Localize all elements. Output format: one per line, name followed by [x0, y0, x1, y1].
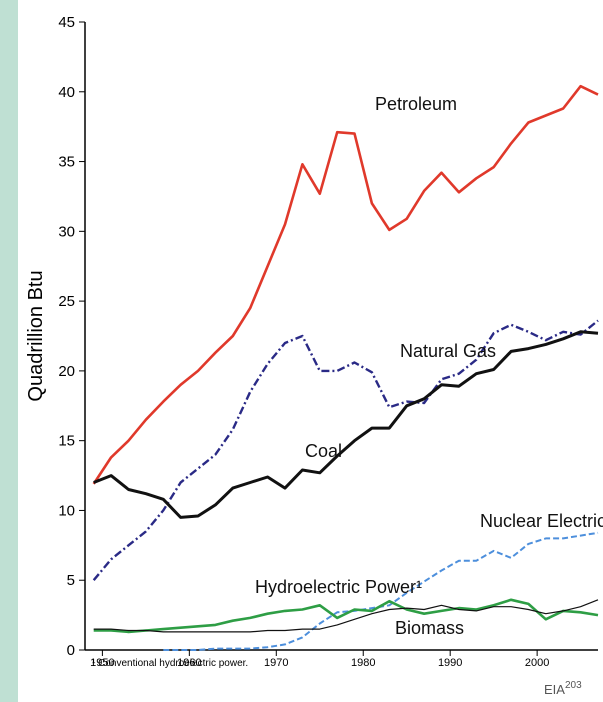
- series-label: Biomass: [395, 618, 464, 638]
- source-sup: 203: [565, 680, 582, 691]
- series-line: [93, 599, 599, 633]
- y-axis-label: Quadrillion Btu: [25, 270, 47, 401]
- side-strip: [0, 0, 18, 702]
- footnote: ¹ Conventional hydroelectric power.: [92, 658, 248, 669]
- y-tick-label: 20: [58, 363, 75, 380]
- x-tick-label: 1960: [177, 657, 201, 669]
- y-tick-label: 45: [58, 14, 75, 31]
- x-tick-label: 1990: [438, 657, 462, 669]
- series-label: Nuclear Electric Power: [480, 511, 603, 531]
- source: EIA203: [544, 680, 582, 697]
- series-line: [92, 84, 599, 485]
- series-label: Natural Gas: [400, 341, 496, 361]
- y-tick-label: 0: [67, 642, 75, 659]
- y-tick-label: 35: [58, 154, 75, 171]
- series-label: Coal: [305, 441, 342, 461]
- series-line: [93, 598, 599, 634]
- x-tick-label: 1980: [351, 657, 375, 669]
- y-tick-label: 30: [58, 223, 75, 240]
- y-tick-label: 15: [58, 433, 75, 450]
- series-label: Petroleum: [375, 94, 457, 114]
- x-tick-label: 2000: [525, 657, 549, 669]
- series-label: Hydroelectric Power¹: [255, 577, 422, 597]
- y-tick-label: 25: [58, 293, 75, 310]
- y-tick-label: 40: [58, 84, 75, 101]
- x-tick-label: 1970: [264, 657, 288, 669]
- series-line: [92, 319, 599, 581]
- series-line: [93, 330, 599, 519]
- x-tick-label: 1950: [90, 657, 114, 669]
- y-tick-label: 5: [67, 572, 75, 589]
- y-tick-label: 10: [58, 502, 75, 519]
- source-text: EIA: [544, 682, 565, 697]
